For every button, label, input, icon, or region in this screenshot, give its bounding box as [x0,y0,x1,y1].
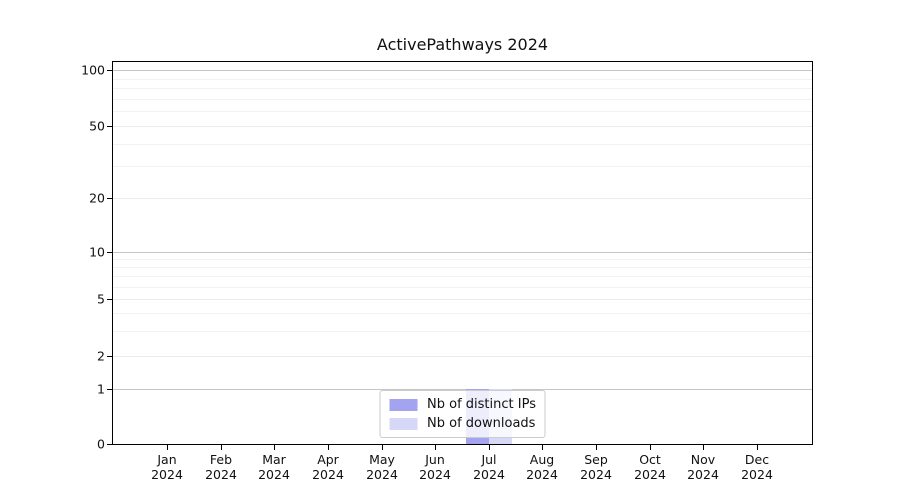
x-tick-month: Mar [262,452,286,467]
x-tick-label: Mar 2024 [244,452,304,482]
legend-swatch-distinct-ips [389,398,418,411]
y-tick-label: 20 [89,190,105,206]
x-tick-month: Nov [690,452,716,467]
x-tick-year: 2024 [741,467,773,482]
x-tick-year: 2024 [473,467,505,482]
y-tick-label: 10 [89,244,105,260]
legend-item-downloads: Nb of downloads [389,416,536,431]
x-tick-year: 2024 [205,467,237,482]
y-tick-label: 0 [97,436,105,452]
gridline [113,356,812,357]
x-tick-mark [489,445,490,450]
chart-title: ActivePathways 2024 [376,35,549,54]
gridline [113,198,812,199]
x-tick-label: Jul 2024 [459,452,519,482]
x-tick-month: Dec [744,452,770,467]
minor-gridline [113,88,812,89]
minor-gridline [113,331,812,332]
x-tick-mark [596,445,597,450]
minor-gridline [113,79,812,80]
minor-gridline [113,259,812,260]
y-tick-mark [107,198,112,199]
legend-swatch-downloads [389,417,418,430]
x-tick-month: Jun [425,452,445,467]
minor-gridline [113,267,812,268]
y-tick-label: 2 [97,348,105,364]
x-tick-year: 2024 [312,467,344,482]
x-tick-year: 2024 [419,467,451,482]
legend: Nb of distinct IPs Nb of downloads [379,390,546,438]
x-tick-month: Jul [481,452,497,467]
minor-gridline [113,287,812,288]
x-tick-label: Sep 2024 [566,452,626,482]
x-tick-mark [221,445,222,450]
x-tick-month: Feb [209,452,233,467]
x-tick-label: Apr 2024 [298,452,358,482]
gridline [113,299,812,300]
x-tick-year: 2024 [687,467,719,482]
x-tick-label: Aug 2024 [512,452,572,482]
x-tick-mark [382,445,383,450]
x-tick-mark [435,445,436,450]
x-tick-mark [650,445,651,450]
legend-label-downloads: Nb of downloads [427,416,536,431]
x-tick-mark [328,445,329,450]
x-tick-month: Sep [584,452,608,467]
x-tick-month: Oct [639,452,661,467]
x-tick-mark [167,445,168,450]
x-tick-month: Jan [157,452,177,467]
y-tick-label: 50 [89,118,105,134]
y-tick-mark [107,299,112,300]
x-tick-year: 2024 [634,467,666,482]
y-tick-mark [107,444,112,445]
legend-label-distinct-ips: Nb of distinct IPs [427,397,536,412]
gridline [113,126,812,127]
x-tick-label: Nov 2024 [673,452,733,482]
plot-area: Nb of distinct IPs Nb of downloads [112,61,813,445]
major-gridline [113,389,812,390]
x-tick-year: 2024 [526,467,558,482]
minor-gridline [113,166,812,167]
x-tick-label: Jun 2024 [405,452,465,482]
minor-gridline [113,99,812,100]
y-tick-label: 5 [97,291,105,307]
major-gridline [113,252,812,253]
x-tick-label: Oct 2024 [620,452,680,482]
minor-gridline [113,144,812,145]
y-tick-label: 100 [81,62,105,78]
x-tick-label: Feb 2024 [191,452,251,482]
x-tick-month: Apr [317,452,339,467]
y-tick-mark [107,356,112,357]
x-tick-label: May 2024 [352,452,412,482]
x-tick-mark [542,445,543,450]
y-tick-mark [107,126,112,127]
x-tick-mark [274,445,275,450]
y-tick-label: 1 [97,381,105,397]
x-tick-year: 2024 [366,467,398,482]
x-tick-year: 2024 [151,467,183,482]
minor-gridline [113,313,812,314]
x-tick-month: May [369,452,395,467]
legend-item-distinct-ips: Nb of distinct IPs [389,397,536,412]
x-tick-year: 2024 [580,467,612,482]
x-tick-mark [703,445,704,450]
y-tick-mark [107,389,112,390]
minor-gridline [113,276,812,277]
x-tick-year: 2024 [258,467,290,482]
major-gridline [113,70,812,71]
minor-gridline [113,111,812,112]
y-tick-mark [107,70,112,71]
x-tick-mark [757,445,758,450]
y-tick-mark [107,252,112,253]
x-tick-month: Aug [529,452,555,467]
x-tick-label: Dec 2024 [727,452,787,482]
x-tick-label: Jan 2024 [137,452,197,482]
